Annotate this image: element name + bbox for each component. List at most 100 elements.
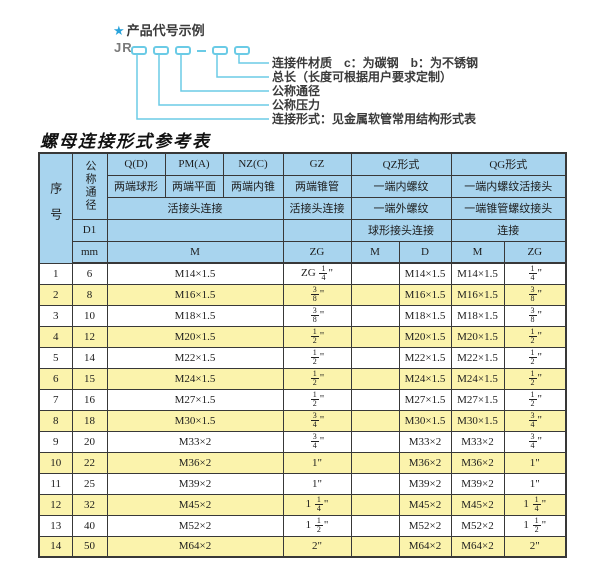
header-group-gz: GZ (282, 152, 352, 176)
cell-no: 7 (38, 388, 73, 411)
cell-qz_d: M24×1.5 (398, 367, 452, 390)
cell-dn: 25 (71, 472, 108, 495)
cell-m: M33×2 (106, 430, 284, 453)
cell-no: 3 (38, 304, 73, 327)
cell-qz_m (350, 262, 400, 285)
cell-m: M27×1.5 (106, 388, 284, 411)
cell-dn: 10 (71, 304, 108, 327)
cell-no: 12 (38, 493, 73, 516)
cell-m: M30×1.5 (106, 409, 284, 432)
cell-dn: 12 (71, 325, 108, 348)
cell-qg_zg: 3 4 " (503, 430, 567, 453)
cell-qz_m (350, 304, 400, 327)
cell-no: 4 (38, 325, 73, 348)
cell-gz: 2" (282, 535, 352, 558)
table-row: 5 14 M22×1.5 1 2 " M22×1.5 M22×1.5 1 2 " (38, 346, 567, 369)
header-group-qg: QG形式 (450, 152, 567, 176)
header-unit-zg: ZG (282, 240, 352, 264)
code-box-diameter (175, 46, 191, 55)
header-endtype-nzc: 两端内锥 (222, 174, 284, 198)
cell-dn: 8 (71, 283, 108, 306)
cell-no: 1 (38, 262, 73, 285)
star-icon: ★ (113, 23, 125, 38)
cell-m: M14×1.5 (106, 262, 284, 285)
cell-qz_d: M39×2 (398, 472, 452, 495)
cell-gz: 1 2 " (282, 388, 352, 411)
cell-no: 9 (38, 430, 73, 453)
cell-no: 2 (38, 283, 73, 306)
cell-no: 5 (38, 346, 73, 369)
cell-qg_zg: 3 8 " (503, 304, 567, 327)
cell-m: M39×2 (106, 472, 284, 495)
header-joint-qg: 一端锥管螺纹接头 (450, 196, 567, 220)
header-dn-text: 公称通径 (84, 160, 96, 213)
code-prefix: JR (114, 40, 133, 55)
table-row: 14 50 M64×2 2" M64×2 M64×2 2" (38, 535, 567, 558)
cell-m: M16×1.5 (106, 283, 284, 306)
table-row: 4 12 M20×1.5 1 2 " M20×1.5 M20×1.5 1 2 " (38, 325, 567, 348)
table-row: 11 25 M39×2 1" M39×2 M39×2 1" (38, 472, 567, 495)
cell-dn: 14 (71, 346, 108, 369)
cell-qg_m: M14×1.5 (450, 262, 505, 285)
cell-qz_m (350, 325, 400, 348)
table-row: 1 6 M14×1.5 ZG 1 4 " M14×1.5 M14×1.5 1 4 " (38, 262, 567, 285)
table-row: 8 18 M30×1.5 3 4 " M30×1.5 M30×1.5 3 4 " (38, 409, 567, 432)
cell-m: M52×2 (106, 514, 284, 537)
cell-gz: 3 4 " (282, 409, 352, 432)
cell-m: M18×1.5 (106, 304, 284, 327)
header-group-pma: PM(A) (164, 152, 224, 176)
header-conn-qg: 连接 (450, 218, 567, 242)
cell-no: 11 (38, 472, 73, 495)
cell-qz_d: M36×2 (398, 451, 452, 474)
cell-gz: 1 2 " (282, 346, 352, 369)
cell-qg_m: M27×1.5 (450, 388, 505, 411)
table-header: 序号 公称通径 Q(D) PM(A) NZ(C) GZ QZ形式 QG形式 两端… (38, 152, 567, 264)
cell-gz: 3 8 " (282, 283, 352, 306)
label-pressure: 公称压力 (272, 98, 321, 112)
product-code-heading-text: 产品代号示例 (126, 23, 205, 38)
table-body: 1 6 M14×1.5 ZG 1 4 " M14×1.5 M14×1.5 1 4 " 2 8 M16×1.… (38, 262, 567, 558)
cell-dn: 15 (71, 367, 108, 390)
cell-dn: 16 (71, 388, 108, 411)
cell-qz_m (350, 535, 400, 558)
table-row: 6 15 M24×1.5 1 2 " M24×1.5 M24×1.5 1 2 " (38, 367, 567, 390)
table-row: 13 40 M52×2 1 1 2 " M52×2 M52×2 1 1 2 " (38, 514, 567, 537)
cell-qg_zg: 1 1 4 " (503, 493, 567, 516)
header-dn: 公称通径 (71, 152, 108, 220)
table-row: 3 10 M18×1.5 3 8 " M18×1.5 M18×1.5 3 8 " (38, 304, 567, 327)
cell-qz_d: M18×1.5 (398, 304, 452, 327)
header-endtype-qd: 两端球形 (106, 174, 166, 198)
cell-qg_zg: 2" (503, 535, 567, 558)
cell-gz: 1 2 " (282, 325, 352, 348)
cell-m: M24×1.5 (106, 367, 284, 390)
cell-qz_d: M20×1.5 (398, 325, 452, 348)
table-row: 12 32 M45×2 1 1 4 " M45×2 M45×2 1 1 4 " (38, 493, 567, 516)
cell-qz_m (350, 346, 400, 369)
header-unit-qg-m: M (450, 240, 505, 264)
header-group-nzc: NZ(C) (222, 152, 284, 176)
header-joint-qz: 一端外螺纹 (350, 196, 452, 220)
cell-qz_m (350, 283, 400, 306)
header-conn-qz: 球形接头连接 (350, 218, 452, 242)
code-box-connection (131, 46, 147, 55)
cell-qg_zg: 1 4 " (503, 262, 567, 285)
cell-qz_d: M16×1.5 (398, 283, 452, 306)
cell-dn: 6 (71, 262, 108, 285)
header-unit-qz-d: D (398, 240, 452, 264)
header-seq-text: 序号 (48, 182, 63, 235)
cell-qg_zg: 1 2 " (503, 388, 567, 411)
cell-qz_d: M27×1.5 (398, 388, 452, 411)
cell-gz: 1" (282, 451, 352, 474)
cell-gz: 1 2 " (282, 367, 352, 390)
cell-qz_m (350, 451, 400, 474)
label-length: 总长（长度可根据用户要求定制） (272, 70, 453, 84)
cell-qz_d: M22×1.5 (398, 346, 452, 369)
cell-qg_zg: 1" (503, 451, 567, 474)
table-title: 螺母连接形式参考表 (40, 132, 211, 151)
cell-qg_zg: 3 8 " (503, 283, 567, 306)
label-diameter: 公称通径 (272, 84, 321, 98)
cell-qg_zg: 1 2 " (503, 325, 567, 348)
cell-qg_m: M39×2 (450, 472, 505, 495)
header-mm: mm (71, 240, 108, 264)
